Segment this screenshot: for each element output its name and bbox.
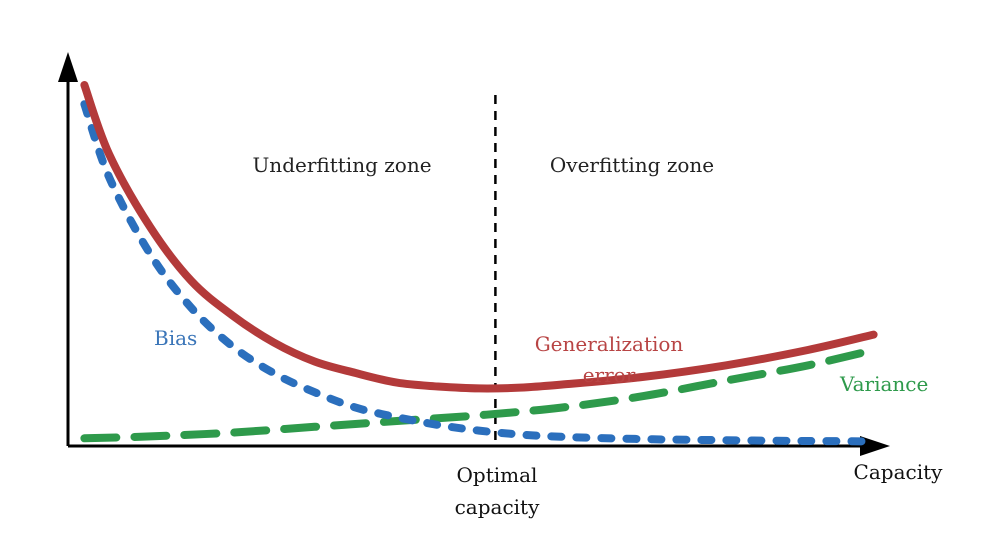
bias-label: Bias (154, 326, 197, 350)
generalization-error-label-line1: Generalization (535, 332, 684, 356)
series-bias-line (80, 100, 878, 446)
underfitting-zone-label: Underfitting zone (252, 153, 431, 177)
x-axis-arrow-icon (860, 436, 890, 456)
generalization-error-label-line2: error (583, 363, 636, 387)
series-variance-line (80, 346, 878, 443)
series-group (80, 81, 878, 446)
optimal-capacity-label-line2: capacity (455, 495, 540, 519)
overfitting-zone-label: Overfitting zone (550, 153, 714, 177)
variance-label: Variance (839, 372, 928, 396)
x-axis-label: Capacity (854, 460, 944, 484)
y-axis-arrow-icon (58, 52, 78, 82)
optimal-capacity-label-line1: Optimal (457, 463, 538, 487)
series-generalization-error-line (80, 81, 878, 393)
